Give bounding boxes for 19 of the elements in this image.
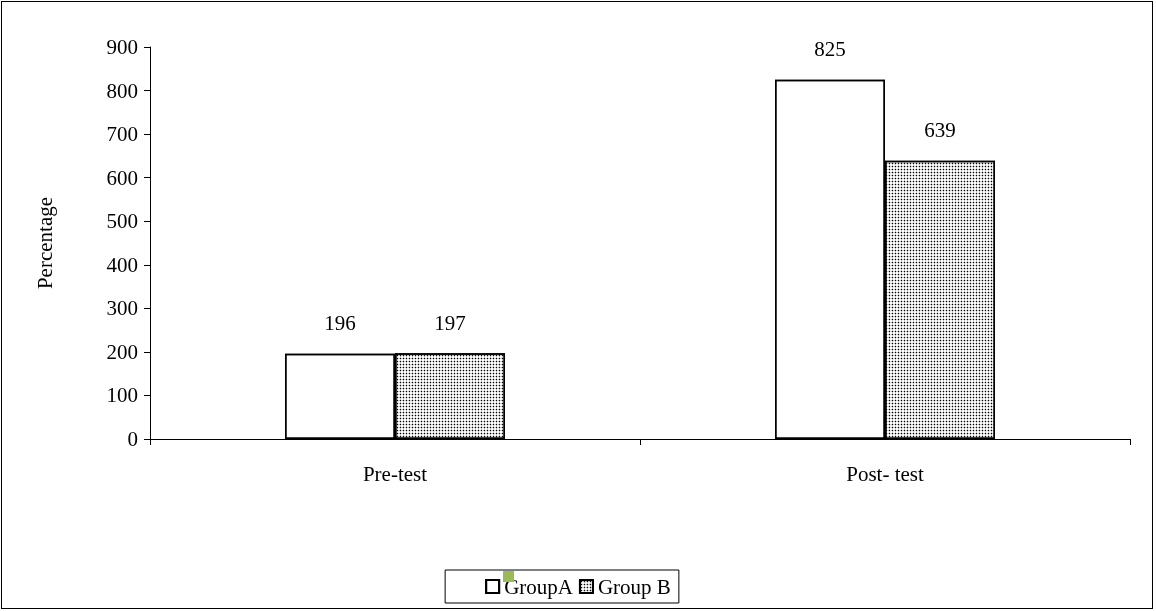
y-tick-label: 500 <box>106 209 138 234</box>
data-label: 825 <box>814 37 846 62</box>
y-tick-label: 400 <box>106 252 138 277</box>
y-tick-label: 800 <box>106 78 138 103</box>
y-tick-label: 900 <box>106 35 138 59</box>
y-tick-label: 300 <box>106 296 138 321</box>
y-tick-label: 0 <box>127 427 138 451</box>
data-label: 639 <box>924 118 956 143</box>
data-label: 196 <box>324 311 356 336</box>
y-tick-label: 600 <box>106 165 138 190</box>
x-tick-label: Post- test <box>846 461 924 486</box>
y-tick-label: 700 <box>106 122 138 147</box>
y-tick-label: 200 <box>106 339 138 364</box>
data-label: 197 <box>434 310 466 335</box>
y-tick-label: 100 <box>106 383 138 408</box>
y-axis-title: Percentage <box>32 196 57 290</box>
x-tick-label: Pre-test <box>362 461 428 486</box>
legend-label: GroupA <box>504 574 574 599</box>
legend-label: Group B <box>597 574 671 599</box>
